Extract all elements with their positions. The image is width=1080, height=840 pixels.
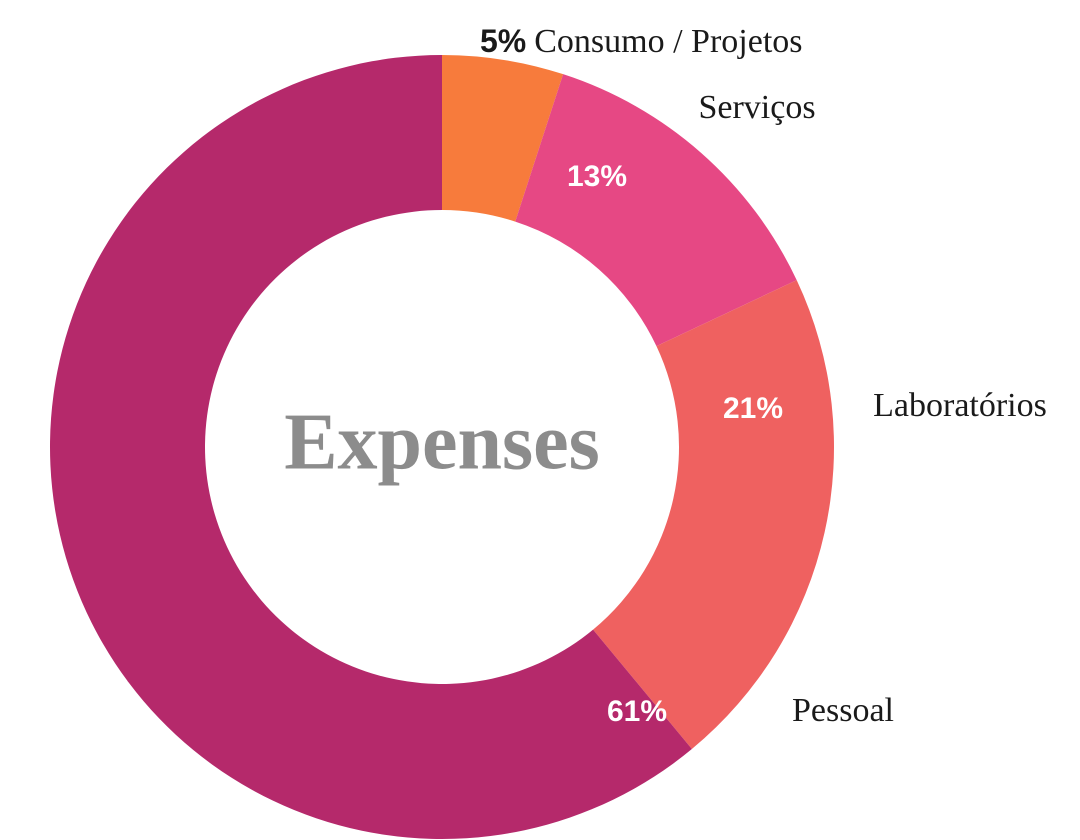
slice [442, 55, 564, 222]
value-label: 5% [480, 23, 526, 59]
slice-label: 5% Consumo / Projetos [480, 23, 803, 60]
category-label: Consumo / Projetos [534, 23, 802, 60]
slices [49, 55, 834, 840]
category-label: Serviços [698, 89, 815, 126]
value-label: 13% [567, 160, 627, 193]
slice [515, 74, 797, 347]
value-label: 61% [607, 695, 667, 728]
category-label: Pessoal [792, 692, 894, 729]
category-label: Laboratórios [873, 387, 1047, 424]
center-title: Expenses [284, 398, 600, 486]
slice [593, 280, 834, 750]
slice [49, 55, 692, 840]
value-label: 21% [723, 392, 783, 425]
